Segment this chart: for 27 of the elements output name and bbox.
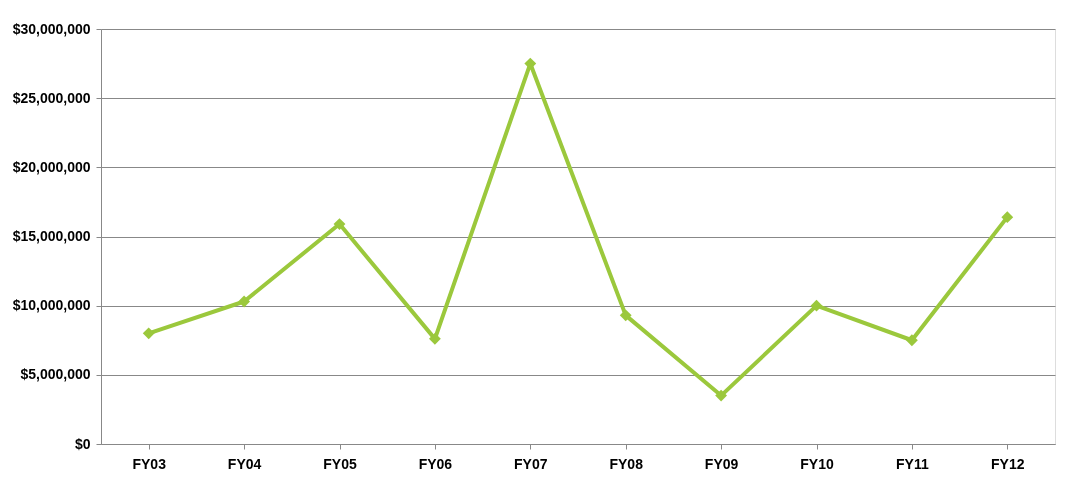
point [142, 327, 155, 340]
point [428, 332, 441, 345]
y-tick-label: $30,000,000 [12, 20, 91, 37]
x-tick-label: FY04 [227, 455, 262, 472]
x-tick-label: FY06 [418, 455, 453, 472]
y-tick-label: $5,000,000 [20, 366, 91, 383]
y-tick-label: $25,000,000 [12, 89, 91, 106]
point [524, 57, 537, 70]
y-tick-label: $20,000,000 [12, 158, 91, 175]
x-tick-label: FY07 [514, 455, 548, 472]
point [810, 299, 823, 312]
y-tick-label: $15,000,000 [12, 228, 91, 244]
point [619, 309, 632, 322]
y-tick-label: $0 [74, 435, 91, 452]
point [1001, 211, 1014, 224]
x-tick-label: FY11 [896, 455, 929, 472]
point [238, 295, 251, 308]
x-tick-label: FY08 [609, 455, 644, 472]
x-tick-label: FY05 [323, 455, 357, 472]
y-tick-label: $10,000,000 [12, 297, 91, 314]
x-tick-label: FY09 [704, 455, 739, 472]
point [905, 334, 918, 347]
point [715, 389, 728, 402]
point [333, 218, 346, 230]
x-tick-label: FY12 [991, 455, 1025, 472]
x-tick-label: FY03 [132, 455, 167, 472]
x-tick-label: FY10 [800, 455, 834, 472]
